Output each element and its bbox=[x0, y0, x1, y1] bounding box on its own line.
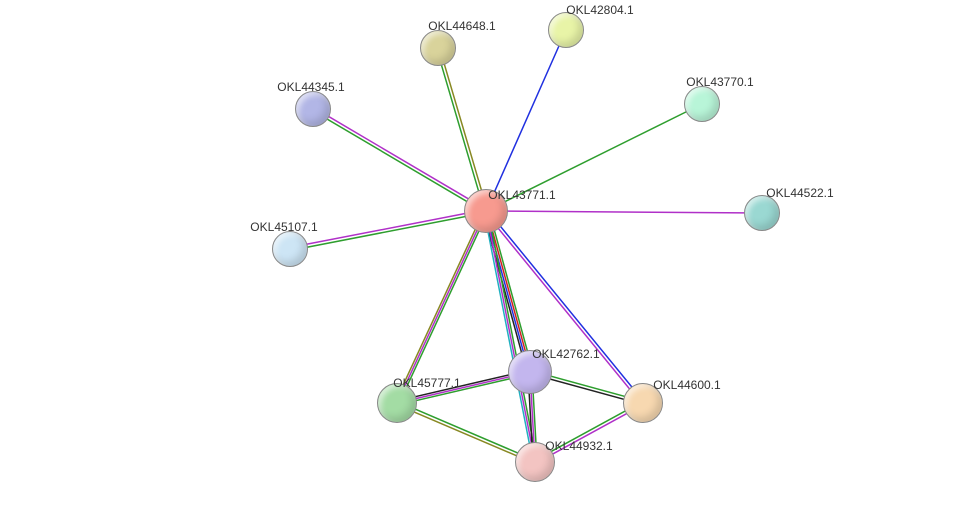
node-OKL44932[interactable] bbox=[515, 442, 555, 482]
node-OKL42804[interactable] bbox=[548, 12, 584, 48]
node-OKL45107[interactable] bbox=[272, 231, 308, 267]
node-OKL42762[interactable] bbox=[508, 350, 552, 394]
node-OKL43770[interactable] bbox=[684, 86, 720, 122]
network-canvas: OKL43771.1OKL42804.1OKL44648.1OKL43770.1… bbox=[0, 0, 975, 508]
node-label-OKL44932: OKL44932.1 bbox=[545, 439, 612, 453]
node-OKL44522[interactable] bbox=[744, 195, 780, 231]
node-label-OKL44522: OKL44522.1 bbox=[766, 186, 833, 200]
node-label-OKL44600: OKL44600.1 bbox=[653, 378, 720, 392]
node-OKL45777[interactable] bbox=[377, 383, 417, 423]
node-OKL44600[interactable] bbox=[623, 383, 663, 423]
edges-layer bbox=[0, 0, 975, 508]
node-OKL44648[interactable] bbox=[420, 30, 456, 66]
node-OKL43771[interactable] bbox=[464, 189, 508, 233]
node-OKL44345[interactable] bbox=[295, 91, 331, 127]
